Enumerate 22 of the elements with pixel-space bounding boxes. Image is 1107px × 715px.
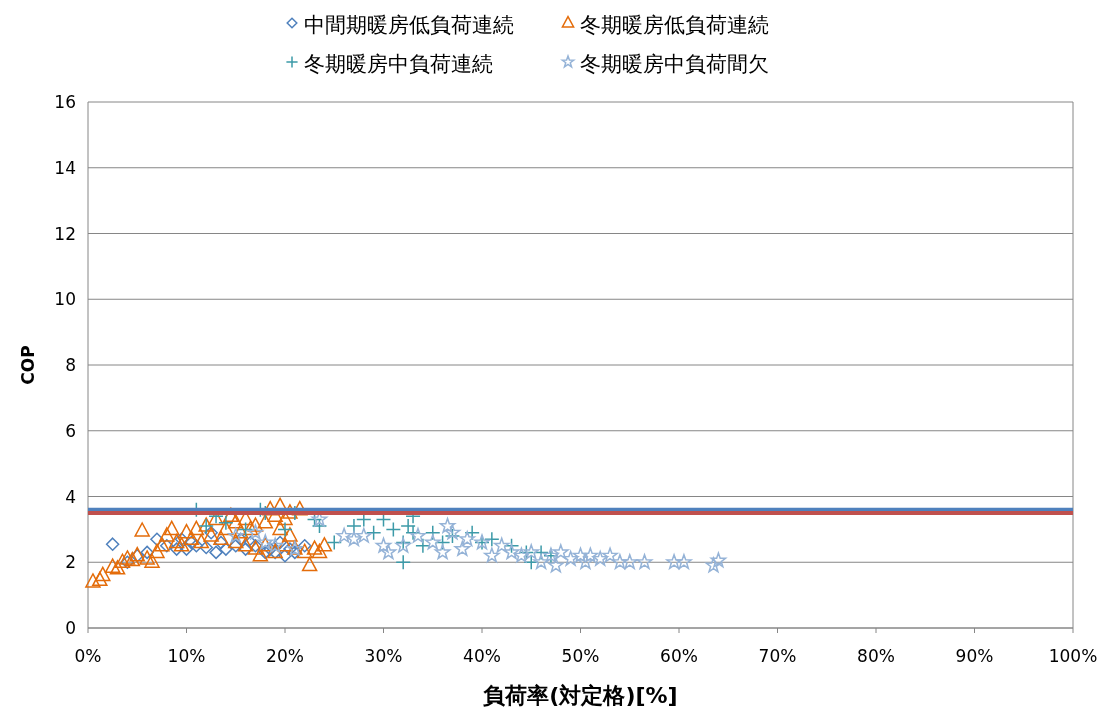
y-axis-title: COP: [18, 345, 38, 385]
y-tick-label: 6: [65, 420, 76, 441]
x-tick-label: 0%: [74, 646, 102, 666]
x-tick-label: 80%: [857, 646, 895, 666]
y-tick-label: 16: [54, 92, 76, 112]
y-tick-label: 12: [54, 223, 76, 244]
y-tick-label: 10: [54, 289, 76, 310]
x-axis-title: 負荷率(対定格)[%]: [483, 683, 678, 708]
x-tick-label: 30%: [364, 646, 403, 666]
y-tick-label: 8: [65, 355, 76, 375]
x-tick-label: 40%: [463, 646, 501, 666]
y-tick-label: 14: [54, 157, 76, 178]
x-tick-label: 70%: [758, 646, 797, 666]
x-tick-label: 50%: [561, 646, 600, 666]
y-tick-label: 4: [65, 486, 76, 507]
x-tick-label: 90%: [955, 646, 994, 666]
x-tick-label: 10%: [167, 646, 206, 666]
y-tick-label: 2: [65, 552, 76, 573]
x-tick-label: 60%: [660, 646, 698, 666]
x-tick-label: 100%: [1048, 646, 1098, 666]
x-tick-label: 20%: [266, 646, 304, 666]
y-tick-label: 0: [65, 618, 76, 638]
